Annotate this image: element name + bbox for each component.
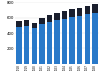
Bar [84, 14, 90, 64]
Bar [24, 26, 30, 64]
Bar [16, 21, 22, 27]
Bar [47, 22, 52, 64]
Bar [69, 9, 75, 17]
Bar [39, 24, 45, 64]
Bar [47, 15, 52, 22]
Bar [54, 13, 60, 20]
Bar [16, 27, 22, 64]
Bar [92, 13, 98, 64]
Bar [54, 20, 60, 64]
Bar [39, 18, 45, 24]
Bar [62, 11, 67, 19]
Bar [77, 16, 82, 64]
Bar [69, 17, 75, 64]
Bar [32, 28, 37, 64]
Bar [92, 4, 98, 13]
Bar [84, 6, 90, 14]
Bar [62, 19, 67, 64]
Bar [24, 20, 30, 26]
Bar [77, 8, 82, 16]
Bar [32, 23, 37, 28]
